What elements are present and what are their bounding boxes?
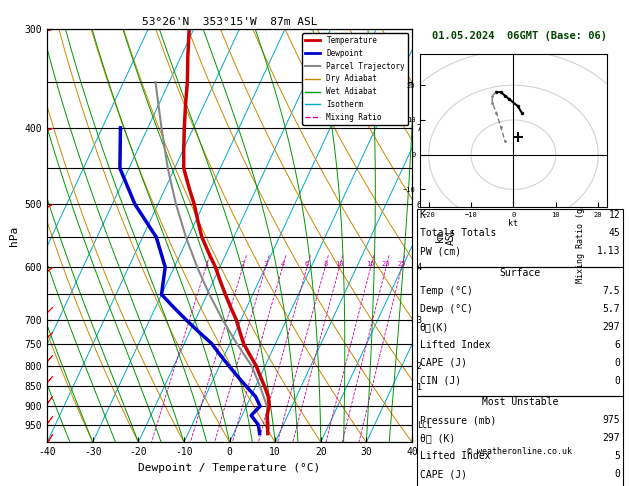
Text: Most Unstable: Most Unstable (482, 397, 558, 407)
Text: 01.05.2024  06GMT (Base: 06): 01.05.2024 06GMT (Base: 06) (432, 31, 608, 41)
Text: 297: 297 (603, 433, 620, 443)
Text: 5: 5 (615, 451, 620, 461)
Text: Temp (°C): Temp (°C) (420, 286, 472, 295)
Text: 975: 975 (603, 415, 620, 425)
Text: CAPE (J): CAPE (J) (420, 358, 467, 367)
Text: CIN (J): CIN (J) (420, 376, 460, 385)
Text: 0: 0 (615, 469, 620, 479)
Text: K: K (420, 210, 425, 220)
Text: 45: 45 (608, 228, 620, 238)
Text: Lifted Index: Lifted Index (420, 451, 490, 461)
Text: 8: 8 (323, 261, 327, 267)
Text: Lifted Index: Lifted Index (420, 340, 490, 349)
Text: θᴇ(K): θᴇ(K) (420, 322, 449, 331)
Text: Totals Totals: Totals Totals (420, 228, 496, 238)
Text: PW (cm): PW (cm) (420, 246, 460, 256)
Text: 10: 10 (335, 261, 344, 267)
Text: 297: 297 (603, 322, 620, 331)
Text: Mixing Ratio (g/kg): Mixing Ratio (g/kg) (576, 188, 585, 283)
X-axis label: kt: kt (508, 219, 518, 228)
Title: 53°26'N  353°15'W  87m ASL: 53°26'N 353°15'W 87m ASL (142, 17, 318, 27)
Text: 7.5: 7.5 (603, 286, 620, 295)
Text: 16: 16 (367, 261, 375, 267)
Text: 0: 0 (615, 358, 620, 367)
Text: 1: 1 (204, 261, 208, 267)
Text: Dewp (°C): Dewp (°C) (420, 304, 472, 313)
Text: Surface: Surface (499, 268, 540, 278)
Legend: Temperature, Dewpoint, Parcel Trajectory, Dry Adiabat, Wet Adiabat, Isotherm, Mi: Temperature, Dewpoint, Parcel Trajectory… (302, 33, 408, 125)
Text: 25: 25 (398, 261, 406, 267)
Text: 3: 3 (264, 261, 268, 267)
Text: Pressure (mb): Pressure (mb) (420, 415, 496, 425)
Y-axis label: hPa: hPa (9, 226, 19, 246)
Text: 0: 0 (615, 376, 620, 385)
Y-axis label: km
ASL: km ASL (435, 227, 456, 244)
Text: 12: 12 (608, 210, 620, 220)
Text: 6: 6 (305, 261, 309, 267)
Text: 4: 4 (281, 261, 285, 267)
X-axis label: Dewpoint / Temperature (°C): Dewpoint / Temperature (°C) (138, 463, 321, 473)
Text: CAPE (J): CAPE (J) (420, 469, 467, 479)
Text: θᴇ (K): θᴇ (K) (420, 433, 455, 443)
Text: 20: 20 (382, 261, 391, 267)
Text: 6: 6 (615, 340, 620, 349)
Text: © weatheronline.co.uk: © weatheronline.co.uk (467, 447, 572, 456)
Text: 2: 2 (241, 261, 245, 267)
Text: 5.7: 5.7 (603, 304, 620, 313)
Text: 1.13: 1.13 (597, 246, 620, 256)
